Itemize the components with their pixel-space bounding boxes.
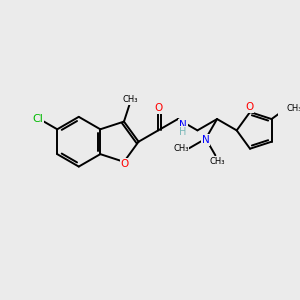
Text: CH₃: CH₃ xyxy=(173,144,188,153)
Text: O: O xyxy=(154,103,162,113)
Text: CH₃: CH₃ xyxy=(286,103,300,112)
Text: N: N xyxy=(179,120,187,130)
Text: H: H xyxy=(179,127,187,137)
Text: CH₃: CH₃ xyxy=(122,95,138,104)
Text: CH₃: CH₃ xyxy=(209,157,224,166)
Text: N: N xyxy=(202,135,210,145)
Text: Cl: Cl xyxy=(32,114,43,124)
Text: O: O xyxy=(120,159,129,169)
Text: O: O xyxy=(245,102,253,112)
